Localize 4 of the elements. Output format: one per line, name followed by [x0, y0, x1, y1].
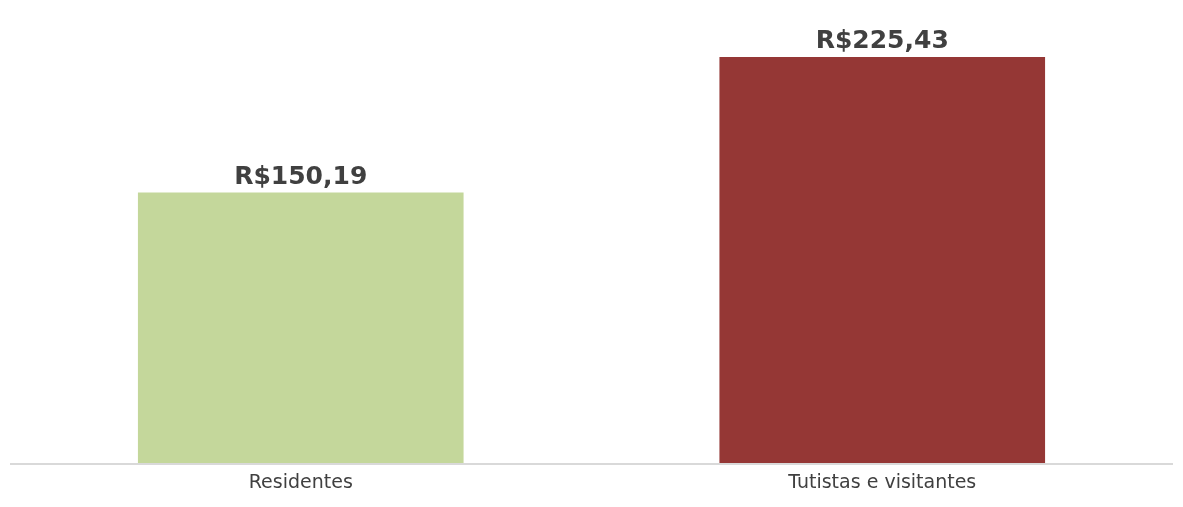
x-tick-label: Tutistas e visitantes [787, 469, 977, 492]
x-tick-label: Residentes [248, 469, 353, 492]
data-label: R$150,19 [234, 160, 368, 190]
data-label: R$225,43 [815, 25, 949, 54]
